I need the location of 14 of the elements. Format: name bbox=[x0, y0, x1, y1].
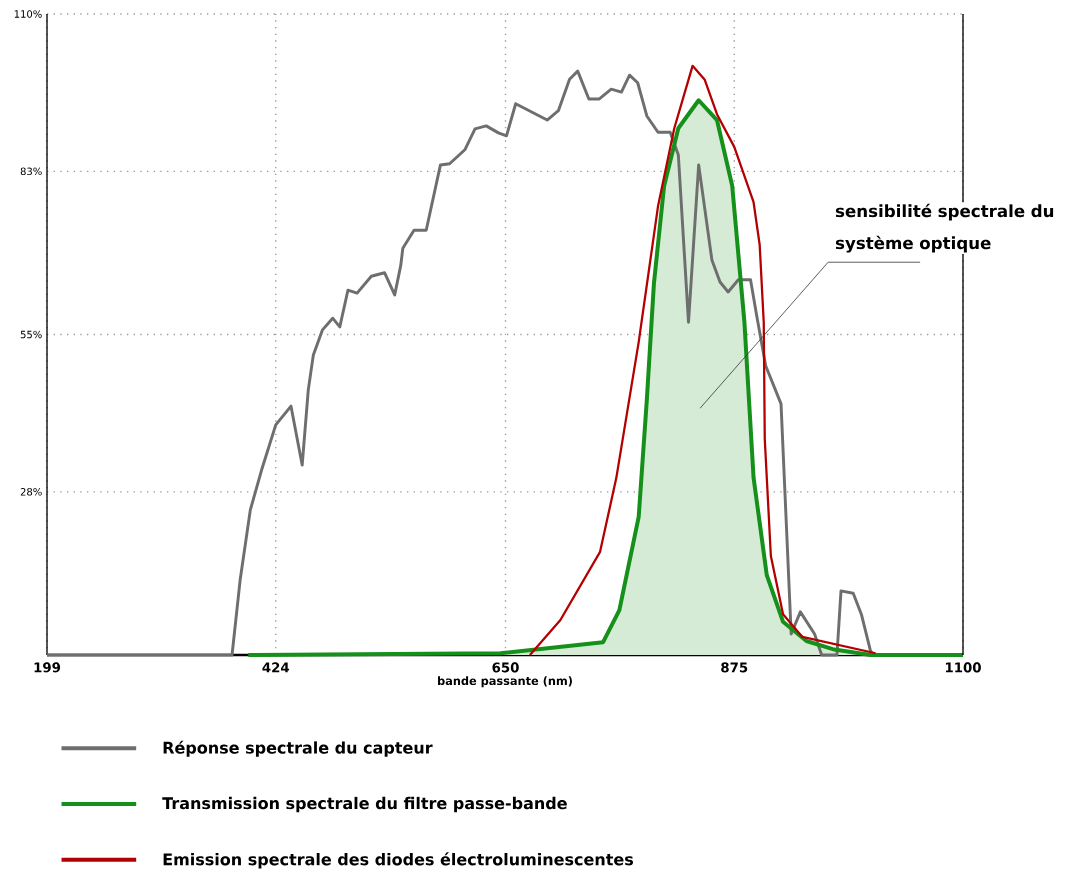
annotation: sensibilité spectrale du système optique bbox=[835, 203, 1054, 253]
legend-label: Emission spectrale des diodes électroluminescentes bbox=[163, 852, 633, 869]
y-tick-label: 83% bbox=[20, 167, 42, 176]
x-tick-label: 199 bbox=[34, 662, 61, 673]
legend-label: Transmission spectrale du filtre passe-bande bbox=[162, 796, 567, 813]
x-tick-label: 875 bbox=[721, 662, 748, 673]
y-tick-label: 110% bbox=[14, 10, 42, 18]
y-tick-label: 28% bbox=[20, 488, 42, 496]
x-tick-label: 1100 bbox=[945, 662, 981, 673]
y-tick-label: 55% bbox=[20, 330, 42, 339]
x-axis-title: bande passante (nm) bbox=[438, 676, 572, 688]
x-tick-label: 424 bbox=[262, 662, 290, 673]
legend-label: Réponse spectrale du capteur bbox=[163, 740, 433, 757]
x-tick-label: 650 bbox=[492, 662, 519, 673]
